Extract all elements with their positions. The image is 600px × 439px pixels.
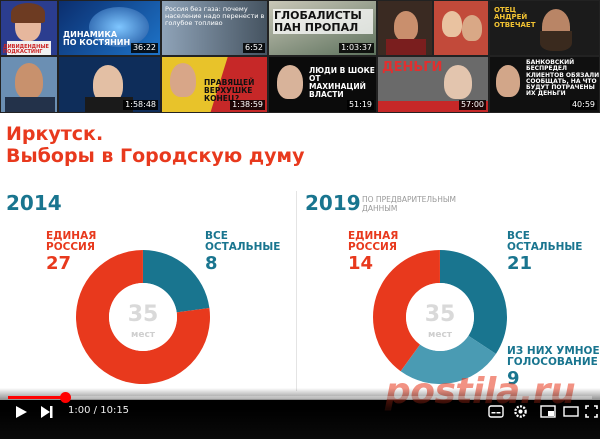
donut-slice-все-остальные <box>143 250 210 313</box>
thumbnail[interactable]: ДИНАМИКА ПО КОСТЯНИН 36:22 <box>58 0 161 56</box>
total-seats-2019: 35 <box>425 302 456 327</box>
donut-slice-единая-россия <box>373 250 440 372</box>
progress-played <box>8 396 65 399</box>
year-2019: 2019 <box>305 191 361 215</box>
donut-chart-2014: 35 мест <box>76 250 210 384</box>
thumbnail[interactable]: ДЕНЬГИ 57:00 <box>377 56 489 113</box>
next-icon[interactable] <box>40 405 54 419</box>
total-seats-unit: мест <box>131 330 156 340</box>
duration-badge: 40:59 <box>569 100 597 110</box>
scrubber-handle[interactable] <box>59 392 71 403</box>
subtitles-icon[interactable] <box>488 405 504 418</box>
donut-slice-единая-россия <box>76 250 210 384</box>
thumbnail[interactable]: ГЛОБАЛИСТЫ ПАН ПРОПАЛ 1:03:37 <box>268 0 377 56</box>
progress-bar[interactable] <box>8 392 592 403</box>
label-others-2019: ВСЕ ОСТАЛЬНЫЕ <box>507 230 583 253</box>
preliminary-note: ПО ПРЕДВАРИТЕЛЬНЫМ ДАННЫМ <box>362 195 456 213</box>
donut-chart-2019: 35 мест <box>373 250 507 384</box>
thumbnail-caption: Дивидендные подкастинг <box>3 44 49 56</box>
donut-slice-из-них-умное-голосование <box>400 335 496 384</box>
thumbnail[interactable]: Россия без газа: почему население надо п… <box>161 0 268 56</box>
thumbnail[interactable]: Отец Андрей отвечает <box>489 0 600 56</box>
current-time: 1:00 <box>68 405 91 416</box>
thumbnail[interactable]: БАНКОВСКИЙ БЕСПРЕДЕЛ клиентов обязали со… <box>489 56 600 113</box>
thumbnail-caption: ГЛОБАЛИСТЫ ПАН ПРОПАЛ <box>273 9 373 35</box>
video-frame-slide: Иркутск. Выборы в Городскую думу 2014 ЕД… <box>0 113 600 400</box>
label-united-russia-2014: ЕДИНАЯ РОССИЯ <box>46 230 97 253</box>
duration-badge: 1:38:59 <box>230 100 265 110</box>
fullscreen-icon[interactable] <box>585 405 598 418</box>
theater-mode-icon[interactable] <box>563 405 579 418</box>
thumbnail-caption: ЛЮДИ В ШОКЕ ОТ МАХИНАЦИЙ ВЛАСТИ <box>309 66 375 99</box>
thumbnail[interactable]: 1:58:48 <box>58 56 161 113</box>
duration-badge: 36:22 <box>130 43 158 53</box>
year-2014: 2014 <box>6 191 62 215</box>
thumbnail[interactable] <box>0 56 58 113</box>
label-others-2014: ВСЕ ОСТАЛЬНЫЕ <box>205 230 281 253</box>
total-seats-unit: мест <box>428 330 453 340</box>
thumbnail[interactable] <box>377 0 433 56</box>
play-icon[interactable] <box>14 405 28 419</box>
thumbnail-caption: ДИНАМИКА ПО КОСТЯНИН <box>63 30 131 48</box>
total-duration: 10:15 <box>100 405 130 416</box>
value-united-russia-2014: 27 <box>46 253 72 274</box>
thumbnail[interactable]: ПРАВЯЩЕЙ ВЕРХУШКЕ КОНЕЦ? 1:38:59 <box>161 56 268 113</box>
thumbnail[interactable] <box>433 0 489 56</box>
duration-badge: 51:19 <box>346 100 374 110</box>
duration-badge: 1:58:48 <box>123 100 158 110</box>
thumbnail[interactable]: Дивидендные подкастинг <box>0 0 58 56</box>
donut-segments <box>76 250 210 384</box>
value-smart-voting: 9 <box>507 368 520 389</box>
donut-segments <box>373 250 507 384</box>
value-others-2019: 21 <box>507 253 533 274</box>
thumbnail-caption: Россия без газа: почему население надо п… <box>165 5 265 27</box>
thumbnail-caption: ПРАВЯЩЕЙ ВЕРХУШКЕ КОНЕЦ? <box>204 78 255 103</box>
thumbnail-caption: ДЕНЬГИ <box>382 60 443 75</box>
total-seats-2014: 35 <box>128 302 159 327</box>
column-divider <box>296 191 297 391</box>
time-display: 1:00 / 10:15 <box>68 405 129 416</box>
duration-badge: 57:00 <box>458 100 486 110</box>
thumbnail-caption: БАНКОВСКИЙ БЕСПРЕДЕЛ клиентов обязали со… <box>526 59 600 98</box>
slide-title: Иркутск. Выборы в Городскую думу <box>6 123 305 167</box>
end-screen-thumbnails: Дивидендные подкастинг ДИНАМИКА ПО КОСТЯН… <box>0 0 600 113</box>
thumbnail[interactable]: ЛЮДИ В ШОКЕ ОТ МАХИНАЦИЙ ВЛАСТИ 51:19 <box>268 56 377 113</box>
value-others-2014: 8 <box>205 253 218 274</box>
duration-badge: 6:52 <box>243 43 265 53</box>
value-united-russia-2019: 14 <box>348 253 374 274</box>
time-separator: / <box>93 405 98 416</box>
label-united-russia-2019: ЕДИНАЯ РОССИЯ <box>348 230 399 253</box>
gear-icon[interactable] <box>513 404 528 419</box>
duration-badge: 1:03:37 <box>339 43 374 53</box>
player-controls: 1:00 / 10:15 <box>0 388 600 439</box>
miniplayer-icon[interactable] <box>540 405 556 418</box>
donut-slice-все-остальные-прочие- <box>440 250 507 354</box>
label-smart-voting: ИЗ НИХ УМНОЕ ГОЛОСОВАНИЕ <box>507 345 600 368</box>
thumbnail-caption: Отец Андрей отвечает <box>494 6 536 29</box>
